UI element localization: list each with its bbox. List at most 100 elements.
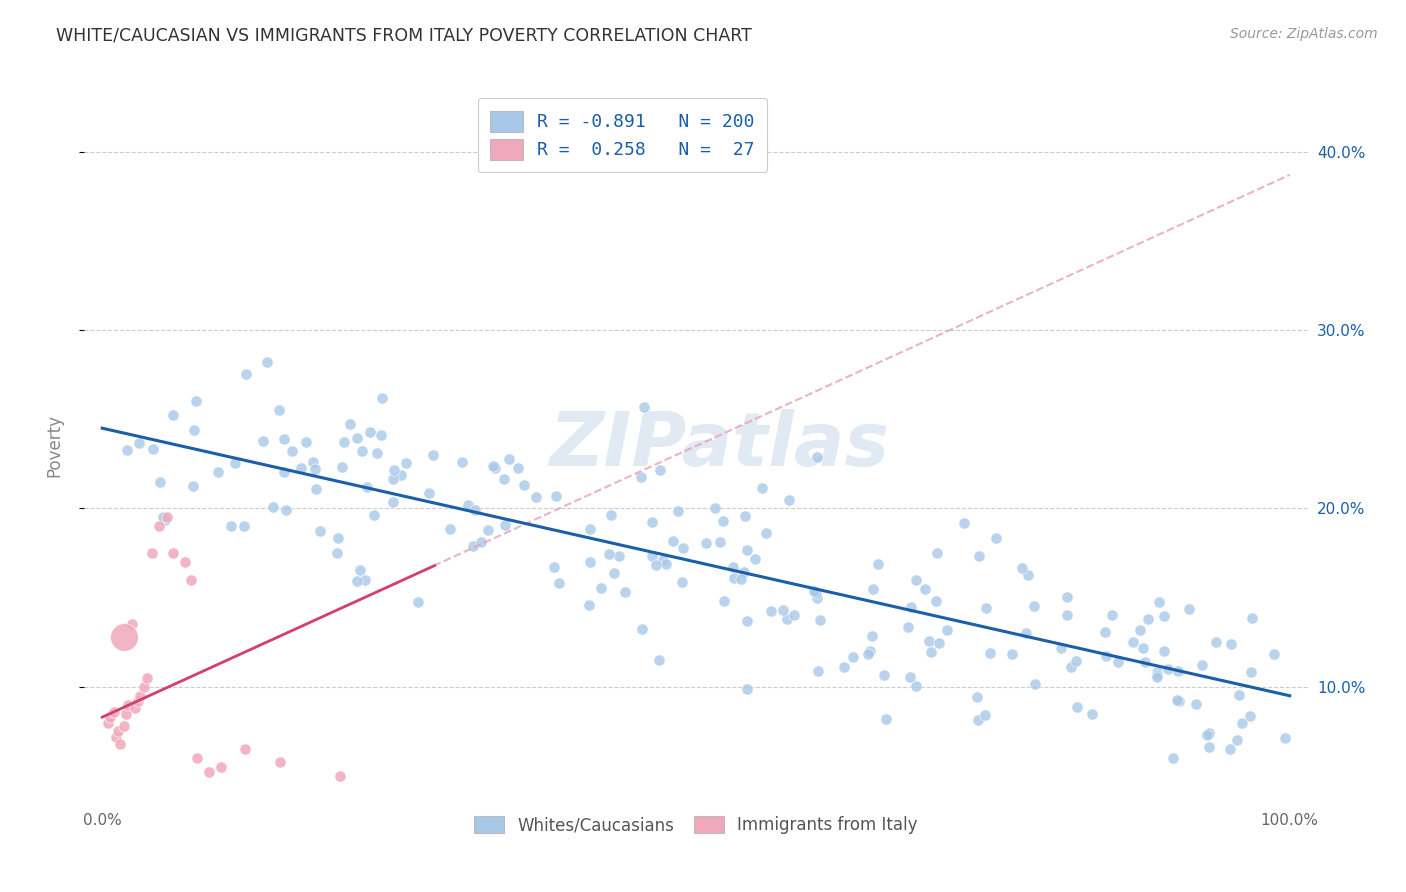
Point xyxy=(1166,693,1188,707)
Point xyxy=(591,581,613,595)
Point xyxy=(353,573,375,587)
Point xyxy=(276,503,298,517)
Point xyxy=(1064,654,1087,668)
Point xyxy=(269,402,291,417)
Point xyxy=(897,620,920,634)
Point xyxy=(162,408,184,422)
Point xyxy=(235,367,257,381)
Point xyxy=(1095,648,1118,663)
Point xyxy=(273,465,295,479)
Point xyxy=(936,623,959,637)
Point xyxy=(1161,750,1184,764)
Point xyxy=(806,450,828,465)
Point xyxy=(1230,716,1253,731)
Point xyxy=(614,585,637,599)
Point xyxy=(233,742,256,756)
Point xyxy=(1001,648,1024,662)
Point xyxy=(1024,676,1046,690)
Point xyxy=(647,652,669,666)
Point xyxy=(1226,733,1249,747)
Point xyxy=(1205,635,1227,649)
Text: WHITE/CAUCASIAN VS IMMIGRANTS FROM ITALY POVERTY CORRELATION CHART: WHITE/CAUCASIAN VS IMMIGRANTS FROM ITALY… xyxy=(56,27,752,45)
Point xyxy=(422,448,444,462)
Point xyxy=(804,586,827,600)
Point xyxy=(969,549,991,564)
Point xyxy=(966,714,988,728)
Point xyxy=(108,737,131,751)
Point xyxy=(115,706,138,721)
Point xyxy=(873,668,896,682)
Point xyxy=(127,694,149,708)
Point xyxy=(735,614,758,628)
Point xyxy=(142,442,165,457)
Point xyxy=(305,483,328,497)
Point xyxy=(920,645,942,659)
Point xyxy=(641,549,664,563)
Point xyxy=(252,434,274,448)
Point xyxy=(439,522,461,536)
Point xyxy=(1168,694,1191,708)
Point xyxy=(332,435,354,450)
Point xyxy=(1080,706,1102,721)
Point xyxy=(974,600,997,615)
Point xyxy=(494,518,516,533)
Point xyxy=(207,466,229,480)
Point xyxy=(737,681,759,696)
Point xyxy=(953,516,976,531)
Point xyxy=(269,755,291,769)
Point xyxy=(1220,637,1243,651)
Point xyxy=(103,705,125,719)
Point xyxy=(695,536,717,550)
Point xyxy=(1146,668,1168,682)
Point xyxy=(1056,608,1078,623)
Text: Source: ZipAtlas.com: Source: ZipAtlas.com xyxy=(1230,27,1378,41)
Point xyxy=(1191,658,1213,673)
Point xyxy=(973,708,995,723)
Point xyxy=(778,492,800,507)
Point xyxy=(148,519,170,533)
Point xyxy=(630,469,652,483)
Point xyxy=(359,425,381,439)
Point xyxy=(105,730,128,744)
Point xyxy=(107,724,129,739)
Point xyxy=(356,480,378,494)
Point xyxy=(346,431,368,445)
Point xyxy=(346,574,368,588)
Point xyxy=(645,558,668,573)
Point xyxy=(1185,697,1208,711)
Point xyxy=(408,595,430,609)
Point xyxy=(129,689,152,703)
Point xyxy=(326,531,349,545)
Point xyxy=(1156,662,1178,676)
Point xyxy=(121,617,143,632)
Point xyxy=(631,622,654,636)
Point xyxy=(579,555,602,569)
Point xyxy=(174,555,197,569)
Point xyxy=(1153,609,1175,624)
Point xyxy=(721,560,744,574)
Point xyxy=(543,560,565,574)
Point xyxy=(1198,740,1220,755)
Point xyxy=(484,460,506,475)
Point xyxy=(918,633,941,648)
Point xyxy=(309,524,332,538)
Point xyxy=(304,462,326,476)
Point xyxy=(382,472,405,486)
Point xyxy=(803,584,825,599)
Point xyxy=(128,436,150,450)
Point xyxy=(806,591,828,605)
Point xyxy=(1167,664,1189,678)
Point xyxy=(370,428,392,442)
Point xyxy=(672,541,695,555)
Point xyxy=(1274,731,1296,745)
Point xyxy=(162,546,184,560)
Point xyxy=(124,701,146,715)
Point xyxy=(1107,655,1129,669)
Point xyxy=(224,456,246,470)
Point xyxy=(152,509,174,524)
Point xyxy=(1133,655,1156,669)
Point xyxy=(141,546,163,560)
Point xyxy=(149,475,172,489)
Point xyxy=(751,481,773,495)
Point xyxy=(900,600,922,615)
